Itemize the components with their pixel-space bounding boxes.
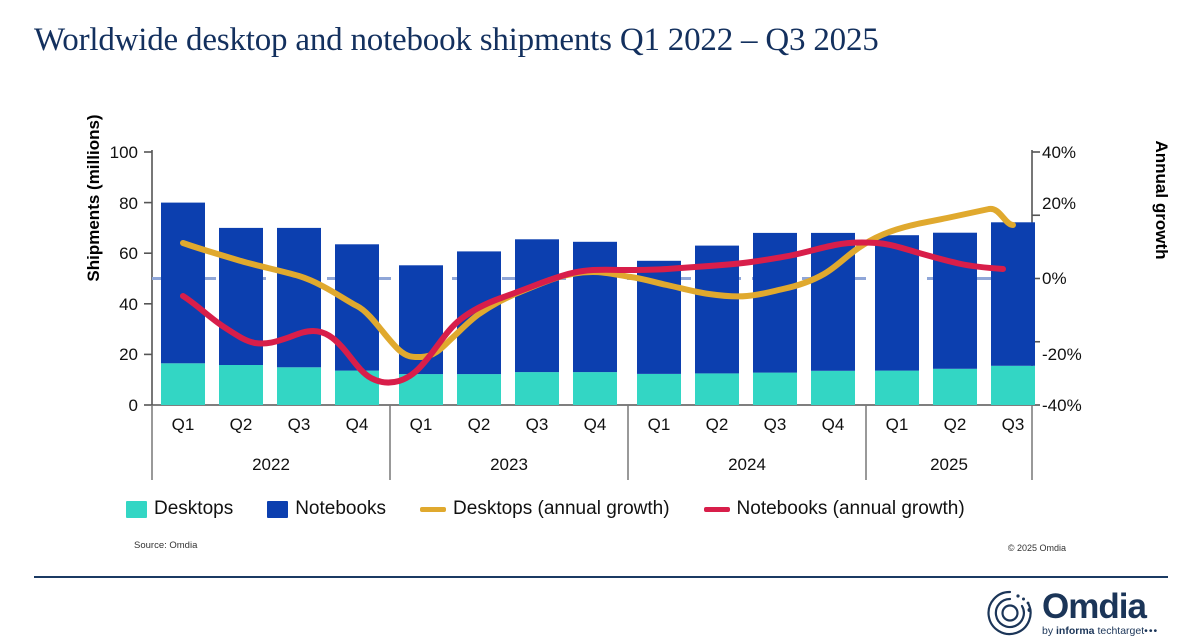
y-tick-left-60: 60	[119, 244, 138, 263]
x-tick-2022-q4: Q4	[345, 415, 369, 434]
bar-notebooks-2023-q4	[573, 241, 617, 373]
y-tick-left-0: 0	[128, 396, 138, 415]
legend-swatch-desktops	[126, 500, 147, 518]
bar-desktops-2022-q3	[277, 367, 321, 405]
bar-desktops-2022-q2	[219, 365, 263, 405]
x-tick-2022-q1: Q1	[171, 415, 195, 434]
chart-legend: Desktops Notebooks Desktops (annual grow…	[126, 498, 999, 520]
bar-notebooks-2025-q3	[991, 222, 1035, 366]
bar-desktops-2024-q3	[753, 372, 797, 405]
legend-line-desktops-growth	[420, 506, 447, 512]
bar-desktops-2025-q1	[875, 370, 919, 405]
omdia-tagline: by informa techtarget•••	[1042, 624, 1159, 637]
legend-label-notebooks-growth: Notebooks (annual growth)	[736, 498, 965, 519]
x-group-label-2024: 2024	[728, 455, 766, 474]
footer-divider	[34, 576, 1168, 578]
omdia-logo: Omdia by informa techtarget•••	[985, 588, 1158, 638]
omdia-tagline-techtarget: techtarget	[1094, 624, 1145, 637]
y-tick-left-40: 40	[119, 295, 138, 314]
x-group-label-2022: 2022	[252, 455, 290, 474]
omdia-logo-text: Omdia by informa techtarget•••	[1042, 586, 1159, 637]
y-tick-left-80: 80	[119, 194, 138, 213]
x-tick-2022-q2: Q2	[229, 415, 253, 434]
legend-item-notebooks[interactable]: Notebooks	[267, 498, 386, 520]
x-tick-2024-q4: Q4	[821, 415, 845, 434]
x-tick-2025-q2: Q2	[943, 415, 967, 434]
legend-item-desktops-growth[interactable]: Desktops (annual growth)	[420, 498, 670, 520]
y-tick-left-100: 100	[109, 143, 138, 162]
omdia-wordmark: Omdia	[1042, 586, 1147, 626]
bar-notebooks-2025-q1	[875, 235, 919, 371]
line-desktops-growth	[180, 205, 1016, 361]
x-tick-2025-q1: Q1	[885, 415, 909, 434]
bar-desktops-2024-q4	[811, 370, 855, 405]
x-tick-2024-q1: Q1	[647, 415, 671, 434]
omdia-tagline-by: by	[1042, 624, 1057, 637]
x-tick-2023-q4: Q4	[583, 415, 607, 434]
bar-notebooks-2022-q1	[161, 202, 205, 364]
y-tick-right-0: 0%	[1042, 269, 1067, 288]
y-tick-right-neg20: -20%	[1042, 345, 1082, 364]
bar-desktops-2023-q4	[573, 372, 617, 405]
legend-item-notebooks-growth[interactable]: Notebooks (annual growth)	[703, 498, 965, 520]
legend-item-desktops[interactable]: Desktops	[126, 498, 233, 520]
legend-line-notebooks-growth	[703, 506, 730, 512]
x-group-label-2023: 2023	[490, 455, 528, 474]
x-tick-2023-q2: Q2	[467, 415, 491, 434]
bar-desktops-2024-q2	[695, 373, 739, 405]
copyright-note: © 2025 Omdia	[1007, 543, 1066, 553]
bar-desktops-2023-q3	[515, 372, 559, 405]
y-tick-right-20: 20%	[1042, 194, 1077, 213]
line-notebooks-growth	[180, 239, 1006, 386]
bar-notebooks-2025-q2	[933, 232, 977, 369]
page-title: Worldwide desktop and notebook shipments…	[34, 22, 879, 58]
y-axis-left-ticks	[144, 151, 152, 406]
y-tick-right-neg40: -40%	[1042, 396, 1082, 415]
bar-desktops-2025-q2	[933, 368, 977, 405]
legend-label-desktops-growth: Desktops (annual growth)	[453, 498, 670, 519]
x-tick-2025-q3: Q3	[1001, 415, 1025, 434]
bar-desktops-2023-q2	[457, 374, 501, 405]
x-tick-2023-q1: Q1	[409, 415, 433, 434]
bar-desktops-2025-q3	[991, 365, 1035, 405]
omdia-tagline-informa: informa	[1056, 624, 1095, 637]
bar-group-desktops	[161, 363, 1035, 405]
y-tick-left-20: 20	[119, 345, 138, 364]
legend-label-desktops: Desktops	[154, 498, 234, 519]
legend-swatch-notebooks	[267, 500, 289, 518]
x-tick-2024-q3: Q3	[763, 415, 787, 434]
bar-notebooks-2023-q3	[515, 239, 559, 373]
x-tick-2022-q3: Q3	[287, 415, 311, 434]
bar-desktops-2022-q1	[161, 363, 205, 405]
bar-notebooks-2022-q3	[277, 227, 321, 368]
source-note: Source: Omdia	[134, 540, 198, 551]
y-tick-right-40: 40%	[1042, 143, 1077, 162]
x-tick-2023-q3: Q3	[525, 415, 549, 434]
x-group-label-2025: 2025	[930, 455, 968, 474]
legend-label-notebooks: Notebooks	[295, 498, 387, 519]
omdia-logo-icon	[987, 590, 1032, 636]
bar-desktops-2024-q1	[637, 373, 681, 405]
x-tick-2024-q2: Q2	[705, 415, 729, 434]
bar-group-notebooks	[161, 202, 1035, 375]
omdia-tagline-dots: •••	[1144, 624, 1159, 637]
